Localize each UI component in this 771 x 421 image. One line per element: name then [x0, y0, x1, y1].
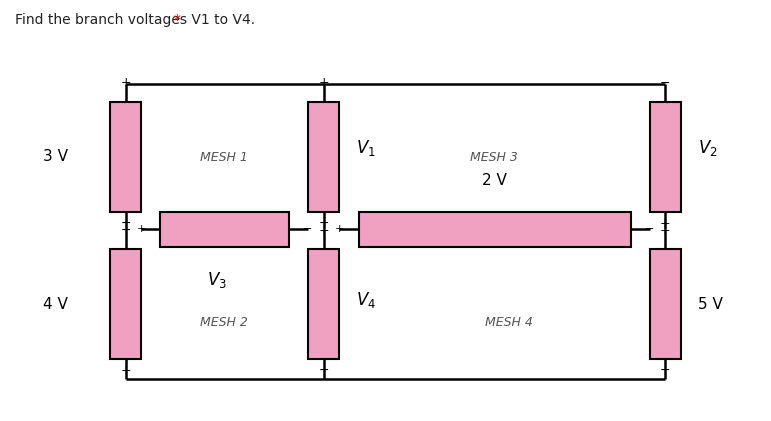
Text: 3 V: 3 V [43, 149, 68, 164]
Text: −: − [120, 216, 131, 229]
Bar [359, 211, 631, 248]
Text: +: + [660, 216, 671, 229]
Text: $V_4$: $V_4$ [356, 290, 376, 310]
Text: +: + [335, 224, 345, 234]
Text: +: + [137, 224, 146, 234]
Text: −: − [318, 216, 329, 229]
Text: $V_2$: $V_2$ [698, 139, 717, 158]
Bar [160, 211, 289, 248]
Bar [650, 249, 681, 359]
Text: −: − [660, 364, 671, 377]
Bar [308, 102, 339, 211]
Text: MESH 1: MESH 1 [200, 152, 247, 164]
Text: 5 V: 5 V [698, 297, 722, 312]
Text: +: + [120, 364, 131, 377]
Text: +: + [120, 77, 131, 90]
Text: *: * [173, 13, 180, 27]
Bar [110, 249, 141, 359]
Text: −: − [645, 224, 654, 234]
Text: +: + [318, 77, 329, 90]
Text: 2 V: 2 V [482, 173, 507, 189]
Bar [308, 249, 339, 359]
Text: MESH 4: MESH 4 [485, 316, 533, 328]
Text: $V_3$: $V_3$ [207, 271, 227, 290]
Text: 4 V: 4 V [43, 297, 68, 312]
Text: MESH 3: MESH 3 [470, 152, 517, 164]
Text: −: − [318, 364, 329, 377]
Text: −: − [303, 224, 312, 234]
Bar [110, 102, 141, 211]
Bar [650, 102, 681, 211]
Text: $V_1$: $V_1$ [356, 139, 376, 158]
Text: +: + [660, 224, 671, 237]
Text: −: − [660, 77, 671, 90]
Text: MESH 2: MESH 2 [200, 316, 247, 328]
Text: +: + [318, 224, 329, 237]
Text: −: − [120, 224, 131, 237]
Text: Find the branch voltages V1 to V4.: Find the branch voltages V1 to V4. [15, 13, 260, 27]
